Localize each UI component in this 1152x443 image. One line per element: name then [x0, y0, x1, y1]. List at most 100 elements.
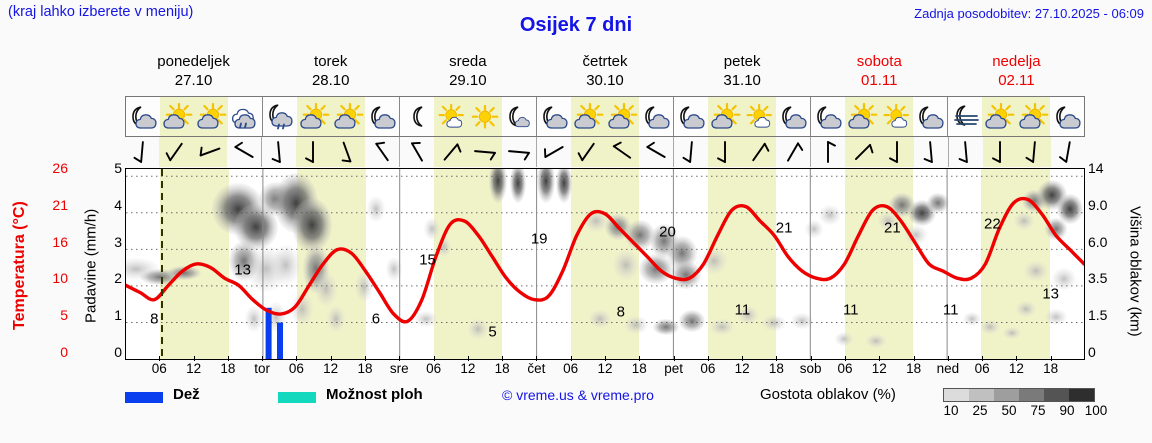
- wind-barb-icon: [262, 137, 296, 167]
- x-axis-tick-mark: [810, 356, 812, 361]
- weather-icon-strip: [125, 96, 1085, 137]
- temperature-tick: 21: [52, 196, 68, 213]
- temperature-value-label: 11: [734, 301, 751, 319]
- x-axis-tick-label: 18: [906, 361, 922, 376]
- x-axis-tick-mark: [536, 356, 538, 361]
- x-axis-tick-label: 06: [288, 361, 304, 376]
- wind-barb-icon: [400, 137, 434, 167]
- wind-day-1: [262, 137, 400, 167]
- x-axis-tick-mark: [742, 356, 744, 361]
- wind-barb-icon: [1016, 137, 1051, 167]
- wind-barb-strip: [125, 137, 1085, 167]
- wind-barb-icon: [776, 137, 810, 167]
- temperature-value-labels: 8 13 6 15 5 19 8 20 11 21 11 21 11 22 13: [126, 169, 1084, 359]
- wind-barb-icon: [433, 137, 468, 167]
- icon-day-4: [674, 97, 811, 136]
- cloud-height-axis-ticks: 14 9.0 6.0 3.5 1.5 0: [1088, 160, 1124, 368]
- x-axis-tick-label: 06: [151, 361, 167, 376]
- x-axis-tick-label: sre: [389, 361, 409, 376]
- x-axis-tick-mark: [502, 356, 504, 361]
- x-axis-tick-mark: [193, 356, 195, 361]
- wind-barb-icon: [159, 137, 194, 167]
- day-date: 31.10: [723, 72, 761, 89]
- wind-barb-icon: [365, 137, 399, 167]
- temperature-value-label: 21: [884, 219, 901, 237]
- day-name: petek: [723, 53, 761, 70]
- wind-barb-icon: [982, 137, 1017, 167]
- showers-legend-swatch: [278, 392, 316, 403]
- day-name: sreda: [449, 53, 487, 70]
- x-axis-tick-label: 18: [1043, 361, 1059, 376]
- plot-band-quarter: [160, 169, 195, 359]
- temperature-value-label: 5: [488, 323, 497, 341]
- temperature-value-label: 19: [530, 230, 548, 248]
- day-name: nedelja: [992, 53, 1041, 70]
- x-axis-tick-mark: [433, 356, 435, 361]
- wind-barb-icon: [1051, 137, 1085, 167]
- moon-smallcloud-icon: [502, 97, 536, 136]
- day-date: 01.11: [861, 72, 898, 89]
- temperature-axis-title: Temperatura (°C): [11, 201, 28, 331]
- icon-day-3: [537, 97, 674, 136]
- temperature-tick: 10: [52, 270, 68, 287]
- sun-cloud-icon: [1016, 97, 1050, 136]
- sun-cloud-icon: [605, 97, 639, 136]
- day-date: 28.10: [311, 72, 350, 89]
- x-axis-tick-label: 18: [357, 361, 373, 376]
- sun-cloud-icon: [982, 97, 1016, 136]
- cloud-density-tick: 50: [1001, 403, 1017, 418]
- x-axis-tick-label: pet: [664, 361, 683, 376]
- cloud-density-scale-labels: 10 25 50 75 90 100: [935, 403, 1107, 419]
- temperature-value-label: 15: [419, 251, 436, 269]
- wind-barb-icon: [502, 137, 536, 167]
- cloud-density-tick: 75: [1030, 403, 1046, 418]
- x-axis-tick-label: 12: [871, 361, 887, 376]
- x-axis-tick-label: tor: [254, 361, 270, 376]
- sun-smallcloud-icon: [742, 97, 776, 136]
- x-axis-tick-mark: [605, 356, 606, 361]
- temperature-value-label: 13: [1042, 285, 1060, 303]
- cloud-height-axis-title: Višina oblakov (km): [1126, 205, 1144, 337]
- cloud-height-tick: 14: [1088, 160, 1104, 176]
- plot-band-day-5: [810, 169, 947, 359]
- icon-day-6: [948, 97, 1084, 136]
- x-axis-tick-label: sob: [799, 361, 822, 376]
- temperature-value-label: 6: [371, 310, 381, 328]
- sun-cloud-icon: [331, 97, 365, 136]
- x-axis-tick-label: 18: [494, 361, 510, 376]
- cloud-density-scale: [943, 388, 1095, 402]
- day-name: torek: [314, 53, 348, 70]
- cloud-height-tick: 6.0: [1088, 233, 1108, 250]
- location-menu-note: (kraj lahko izberete v meniju): [8, 4, 194, 20]
- x-axis-labels: 06 12 18 tor 06 12 18 sre 06 12 18 čet 06 12 18 pet 06 12…: [125, 361, 1085, 381]
- moon-cloud-icon: [639, 97, 673, 136]
- wind-barb-icon: [674, 137, 708, 167]
- wind-day-5: [811, 137, 949, 167]
- sun-smallcloud-icon: [434, 97, 468, 136]
- sun-cloud-icon: [708, 97, 742, 136]
- x-axis-tick-mark: [707, 356, 709, 361]
- x-axis-tick-mark: [365, 356, 366, 361]
- wind-barb-icon: [949, 137, 983, 167]
- x-axis-tick-label: 12: [734, 361, 750, 376]
- wind-barb-icon: [845, 137, 880, 167]
- plot-band-quarter: [844, 169, 879, 359]
- x-axis-tick-label: 18: [631, 361, 647, 376]
- cloud-density-layer: [126, 169, 1083, 348]
- temperature-value-label: 11: [942, 301, 959, 319]
- x-axis-tick-mark: [776, 356, 778, 361]
- x-axis-tick-mark: [262, 356, 264, 361]
- wind-barb-icon: [296, 137, 331, 167]
- wind-barb-icon: [330, 137, 365, 167]
- wind-day-2: [400, 137, 537, 167]
- cloud-height-tick: 3.5: [1088, 270, 1108, 287]
- x-axis-tick-mark: [982, 356, 984, 361]
- x-axis-tick-label: 12: [186, 361, 202, 376]
- x-axis-tick-mark: [913, 356, 915, 361]
- temperature-tick: 0: [60, 344, 68, 360]
- copyright-link[interactable]: © vreme.us & vreme.pro: [502, 387, 654, 403]
- cloud-height-tick: 9.0: [1088, 196, 1108, 213]
- day-header-0: ponedeljek 27.10: [125, 52, 262, 92]
- x-axis-tick-mark: [879, 356, 881, 361]
- x-axis-tick-mark: [227, 356, 229, 361]
